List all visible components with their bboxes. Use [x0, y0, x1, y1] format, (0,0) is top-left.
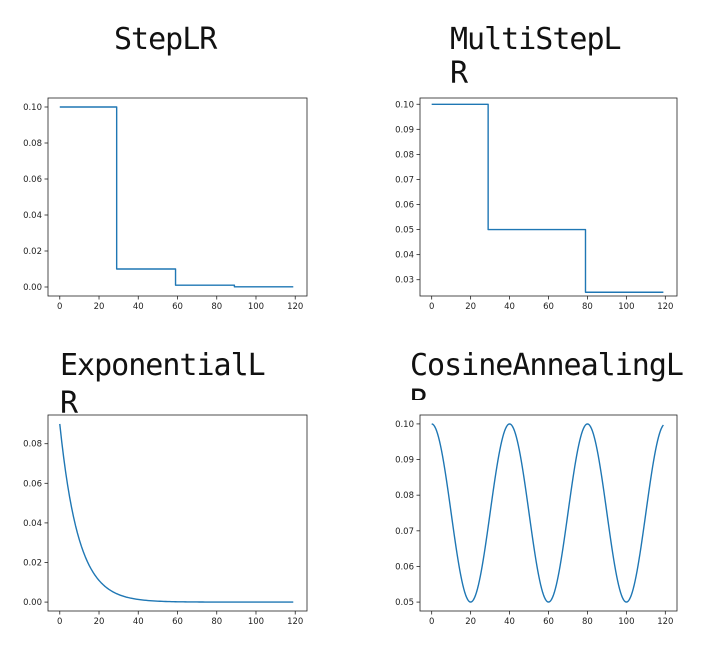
x-tick-label: 0	[429, 617, 434, 627]
x-tick-label: 60	[543, 617, 554, 627]
x-tick-label: 40	[504, 302, 515, 312]
x-tick-label: 80	[211, 617, 222, 627]
x-tick-label: 40	[133, 617, 144, 627]
title-line: CosineAnnealingL	[410, 348, 684, 383]
y-tick-label: 0.02	[23, 558, 42, 568]
y-tick-label: 0.08	[395, 150, 414, 160]
y-tick-label: 0.07	[395, 175, 414, 185]
title-line: R	[410, 382, 683, 400]
y-tick-label: 0.07	[395, 527, 414, 537]
y-tick-label: 0.04	[395, 251, 414, 261]
y-tick-label: 0.09	[395, 125, 414, 135]
x-tick-label: 100	[248, 617, 264, 627]
x-tick-label: 20	[94, 617, 105, 627]
x-tick-label: 0	[57, 302, 62, 312]
x-tick-label: 20	[465, 302, 476, 312]
x-tick-label: 80	[582, 302, 593, 312]
y-tick-label: 0.00	[23, 598, 42, 608]
y-tick-label: 0.08	[23, 440, 42, 450]
title-line: R	[60, 386, 78, 421]
x-tick-label: 20	[94, 302, 105, 312]
y-tick-label: 0.04	[23, 211, 42, 221]
y-tick-label: 0.08	[395, 491, 414, 501]
plot-frame	[419, 414, 678, 612]
chart-multisteplr: 0 20 40 60 80 100 120 0.03 0.04 0.05 0.06 0.07 0.08 0…	[395, 97, 678, 312]
x-tick-label: 0	[57, 617, 62, 627]
y-tick-label: 0.10	[23, 103, 42, 113]
x-tick-label: 120	[287, 302, 303, 312]
y-tick-label: 0.02	[23, 247, 42, 257]
series-line	[431, 423, 664, 603]
panel-title-steplr: StepLR	[114, 20, 217, 60]
y-tick-label: 0.10	[395, 420, 414, 430]
x-tick-label: 120	[287, 617, 303, 627]
chart-exponentiallr: 0 20 40 60 80 100 120 0.00 0.02 0.04 0.06 0.08	[23, 414, 308, 627]
title-line: ExponentialL	[60, 348, 266, 383]
x-tick-label: 0	[429, 302, 434, 312]
y-tick-label: 0.06	[23, 175, 42, 185]
y-tick-label: 0.08	[23, 139, 42, 149]
x-tick-label: 80	[211, 302, 222, 312]
x-tick-label: 100	[618, 302, 634, 312]
panel-title-cosineannealinglr: CosineAnnealingL R	[410, 346, 684, 400]
y-tick-label: 0.04	[23, 519, 42, 529]
title-line: MultiStepL	[450, 22, 622, 57]
chart-steplr: 0 20 40 60 80 100 120 0.00 0.02 0.04 0.06 0.08 0.10	[23, 97, 308, 312]
y-tick-label: 0.10	[395, 100, 414, 110]
series-line	[431, 103, 664, 293]
title-line: StepLR	[114, 22, 217, 57]
x-tick-label: 60	[172, 617, 183, 627]
title-line: R	[450, 56, 468, 91]
x-tick-label: 80	[582, 617, 593, 627]
panel-title-exponentiallr: ExponentialL R	[60, 346, 266, 424]
y-tick-label: 0.06	[23, 479, 42, 489]
series-line	[59, 106, 294, 288]
x-tick-label: 20	[465, 617, 476, 627]
y-tick-label: 0.06	[395, 201, 414, 211]
x-tick-label: 40	[504, 617, 515, 627]
x-tick-label: 120	[657, 617, 673, 627]
y-tick-label: 0.05	[395, 598, 414, 608]
y-tick-label: 0.09	[395, 456, 414, 466]
chart-cosineannealinglr: 0 20 40 60 80 100 120 0.05 0.06 0.07 0.08 0.09 0.10	[395, 414, 678, 627]
x-tick-label: 60	[172, 302, 183, 312]
panel-title-multisteplr: MultiStepL R	[450, 20, 622, 94]
y-tick-label: 0.06	[395, 562, 414, 572]
y-tick-label: 0.05	[395, 226, 414, 236]
x-tick-label: 100	[248, 302, 264, 312]
x-tick-label: 120	[657, 302, 673, 312]
y-tick-label: 0.00	[23, 283, 42, 293]
x-tick-label: 60	[543, 302, 554, 312]
plot-frame	[47, 414, 308, 612]
x-tick-label: 100	[618, 617, 634, 627]
plot-frame	[47, 97, 308, 297]
y-tick-label: 0.03	[395, 276, 414, 286]
x-tick-label: 40	[133, 302, 144, 312]
plot-frame	[419, 97, 678, 297]
series-line	[59, 423, 294, 603]
